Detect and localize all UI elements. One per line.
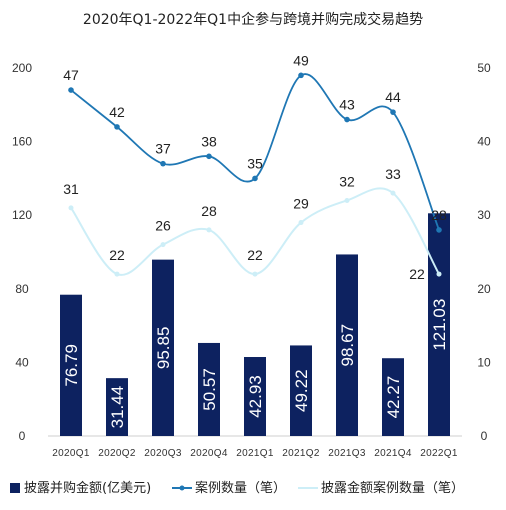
category-tick-label: 2021Q3 <box>328 448 366 459</box>
disclosed-count-data-label: 29 <box>293 196 309 212</box>
bar-value-label: 76.79 <box>62 344 81 387</box>
disclosed-count-data-label: 26 <box>155 218 171 234</box>
line-point-disclosed-count <box>206 227 212 233</box>
category-tick-label: 2020Q4 <box>190 448 228 459</box>
line-point-disclosed-count <box>344 197 350 203</box>
line-point-disclosed-count <box>252 271 258 277</box>
line-point-case-count <box>114 124 120 130</box>
right-axis-tick-label: 30 <box>477 208 491 222</box>
disclosed-count-data-label: 31 <box>63 181 79 197</box>
bar <box>198 342 220 436</box>
right-axis-tick-label: 0 <box>481 429 488 443</box>
line-point-case-count <box>436 227 442 233</box>
chart-title: 2020年Q1-2022年Q1中企参与跨境并购完成交易趋势 <box>83 11 423 28</box>
case-count-data-label: 35 <box>247 155 263 171</box>
line-point-case-count <box>390 109 396 115</box>
bar <box>336 254 358 436</box>
legend-swatch-amount <box>10 483 20 493</box>
bar-value-label: 42.27 <box>384 376 403 419</box>
legend-label-case-count: 案例数量（笔） <box>195 480 286 496</box>
disclosed-count-data-label: 22 <box>247 247 263 263</box>
line-point-disclosed-count <box>436 271 442 277</box>
category-tick-label: 2021Q4 <box>374 448 412 459</box>
line-point-case-count <box>298 72 304 79</box>
disclosed-count-data-label: 32 <box>339 173 355 189</box>
line-point-disclosed-count <box>160 242 166 248</box>
right-axis-tick-label: 40 <box>477 135 491 149</box>
category-tick-label: 2021Q1 <box>236 448 274 459</box>
category-tick-label: 2022Q1 <box>420 448 458 459</box>
bar-value-label: 31.44 <box>108 386 127 429</box>
left-axis-tick-label: 80 <box>15 282 29 296</box>
legend-label-disclosed-count: 披露金额案例数量（笔） <box>321 480 464 496</box>
legend-label-amount: 披露并购金额(亿美元) <box>24 480 151 496</box>
case-count-data-label: 49 <box>293 52 309 68</box>
case-count-data-label: 38 <box>201 133 217 149</box>
left-axis-tick-label: 0 <box>19 429 26 443</box>
category-tick-label: 2020Q2 <box>98 448 136 459</box>
bar-value-label: 42.93 <box>246 375 265 418</box>
case-count-data-label: 42 <box>109 104 125 120</box>
case-count-data-label: 47 <box>63 67 79 83</box>
line-point-case-count <box>344 116 350 123</box>
case-count-data-label: 44 <box>385 89 401 105</box>
line-point-case-count <box>252 175 258 182</box>
case-count-data-label: 28 <box>431 207 447 223</box>
legend-marker-case-count <box>179 485 185 491</box>
case-count-data-label: 43 <box>339 97 355 113</box>
bar-value-label: 49.22 <box>292 369 311 412</box>
case-count-data-label: 37 <box>155 141 171 157</box>
left-axis-tick-label: 200 <box>12 61 32 75</box>
right-axis-tick-label: 20 <box>477 282 491 296</box>
disclosed-count-data-label: 28 <box>201 203 217 219</box>
category-tick-label: 2020Q1 <box>52 448 90 459</box>
bar-value-label: 98.67 <box>338 324 357 367</box>
right-axis-tick-label: 50 <box>477 61 491 75</box>
bar <box>60 294 82 436</box>
series-line-case-count <box>70 73 440 231</box>
left-axis-tick-label: 160 <box>12 135 32 149</box>
bar <box>428 213 450 436</box>
line-point-disclosed-count <box>68 205 74 211</box>
bar <box>106 378 128 436</box>
category-tick-label: 2020Q3 <box>144 448 182 459</box>
line-point-disclosed-count <box>390 190 396 196</box>
bar-value-label: 50.57 <box>200 368 219 411</box>
category-tick-label: 2021Q2 <box>282 448 320 459</box>
left-axis-tick-label: 40 <box>15 355 29 369</box>
disclosed-count-data-label: 22 <box>109 247 125 263</box>
bar-value-label: 95.85 <box>154 327 173 370</box>
line-point-disclosed-count <box>114 271 120 277</box>
line-point-disclosed-count <box>298 220 304 226</box>
line-point-case-count <box>68 87 74 93</box>
bar <box>244 357 266 436</box>
line-point-case-count <box>206 153 212 160</box>
bar <box>290 345 312 436</box>
bar <box>382 358 404 436</box>
bar-value-label: 121.03 <box>430 299 449 351</box>
line-point-case-count <box>160 160 166 167</box>
left-axis-tick-label: 120 <box>12 208 32 222</box>
disclosed-count-data-label: 22 <box>409 266 425 282</box>
bar <box>152 259 174 436</box>
disclosed-count-data-label: 33 <box>385 166 401 182</box>
right-axis-tick-label: 10 <box>477 355 491 369</box>
